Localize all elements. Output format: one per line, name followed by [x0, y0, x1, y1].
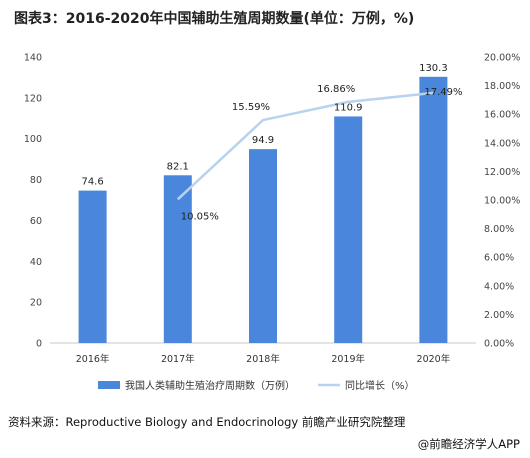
- y-left-tick-label: 20: [30, 298, 42, 309]
- y-right-tick-label: 20.00%: [484, 53, 520, 64]
- x-tick-label: 2017年: [161, 353, 195, 365]
- y-right-tick-label: 0.00%: [484, 339, 514, 350]
- y-left-tick-label: 100: [24, 134, 42, 145]
- y-right-tick-label: 6.00%: [484, 253, 514, 264]
- legend-label-bar: 我国人类辅助生殖治疗周期数（万例）: [125, 379, 295, 392]
- bar-value-label: 110.9: [334, 102, 363, 113]
- bar-value-label: 130.3: [419, 63, 448, 74]
- bar-value-label: 94.9: [252, 135, 274, 146]
- line-value-label: 16.86%: [317, 84, 355, 95]
- line-value-label: 10.05%: [181, 211, 219, 222]
- y-right-tick-label: 10.00%: [484, 196, 520, 207]
- bar-value-label: 82.1: [167, 161, 189, 172]
- growth-line-series: [176, 91, 434, 201]
- axes: 0 20 40 60 80 100 120 140 0.00% 2.00% 4.00% 6.00% 8.…: [24, 53, 520, 366]
- y-right-tick-label: 2.00%: [484, 310, 514, 321]
- legend-swatch-bar: [98, 381, 120, 389]
- data-labels: 74.6 82.1 94.9 110.9 130.3 10.05% 15.59% 16.86%…: [81, 63, 462, 222]
- y-right-tick-label: 8.00%: [484, 224, 514, 235]
- legend-label-line: 同比增长（%）: [345, 379, 415, 392]
- y-left-tick-label: 80: [30, 175, 42, 186]
- y-right-tick-label: 14.00%: [484, 138, 520, 149]
- bar: [78, 190, 107, 343]
- line-value-label: 17.49%: [424, 87, 462, 98]
- y-right-tick-label: 4.00%: [484, 281, 514, 292]
- bar: [334, 116, 363, 343]
- bar: [249, 149, 277, 343]
- bar: [163, 175, 192, 343]
- y-right-tick-label: 12.00%: [484, 167, 520, 178]
- bar-value-label: 74.6: [81, 177, 103, 188]
- y-right-tick-label: 16.00%: [484, 110, 520, 121]
- x-tick-label: 2019年: [331, 353, 365, 365]
- y-left-tick-label: 40: [30, 257, 42, 268]
- bar-series: [78, 76, 448, 344]
- growth-line: [176, 91, 434, 201]
- x-tick-label: 2020年: [417, 353, 451, 365]
- line-value-label: 15.59%: [232, 102, 270, 113]
- bar: [419, 76, 448, 344]
- x-tick-label: 2016年: [76, 353, 110, 365]
- brand-watermark: @前瞻经济学人APP: [417, 437, 520, 451]
- y-left-tick-label: 0: [36, 339, 42, 350]
- legend: 我国人类辅助生殖治疗周期数（万例） 同比增长（%）: [98, 379, 415, 392]
- source-note: 资料来源：Reproductive Biology and Endocrinol…: [8, 415, 406, 429]
- y-left-tick-label: 120: [24, 93, 42, 104]
- y-right-tick-label: 18.00%: [484, 81, 520, 92]
- chart-title: 图表3：2016-2020年中国辅助生殖周期数量(单位：万例，%): [14, 11, 415, 27]
- y-left-tick-label: 60: [30, 216, 42, 227]
- x-tick-label: 2018年: [246, 353, 280, 365]
- y-left-tick-label: 140: [24, 53, 42, 64]
